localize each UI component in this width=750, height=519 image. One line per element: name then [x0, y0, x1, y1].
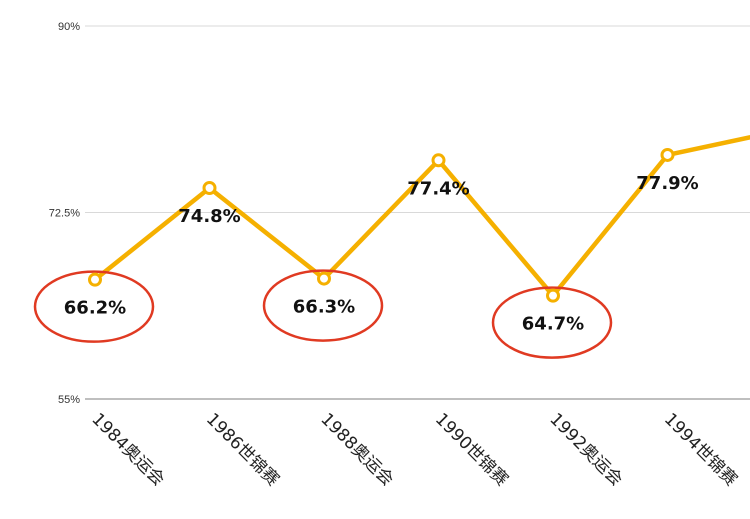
y-tick-label: 55% [58, 394, 80, 406]
x-tick-label: 1992奥运会 [545, 409, 626, 490]
data-label: 64.7% [522, 314, 584, 335]
data-point [660, 147, 675, 162]
highlight-circle [262, 269, 384, 342]
data-labels: 66.2% 74.8% 66.3% 77.4% 64.7% 77.9% [64, 173, 699, 335]
x-tick-label: 1994世锦赛 [660, 409, 742, 491]
y-tick-label: 72.5% [49, 208, 80, 220]
data-point [88, 272, 102, 287]
highlight-circle [33, 270, 155, 343]
data-label: 66.2% [64, 298, 126, 319]
data-point [546, 288, 560, 303]
data-label: 66.3% [293, 297, 355, 318]
x-tick-label: 1984奥运会 [87, 409, 168, 490]
data-label: 77.9% [636, 173, 698, 194]
data-points [88, 147, 675, 303]
x-tick-label: 1990世锦赛 [431, 409, 513, 491]
highlight-circles [33, 269, 613, 359]
y-tick-label: 90% [58, 21, 80, 33]
data-point [202, 180, 217, 195]
highlight-circle [491, 286, 613, 359]
data-label: 77.4% [407, 178, 469, 199]
x-tick-label: 1988奥运会 [316, 409, 397, 490]
x-axis: 1984奥运会 1986世锦赛 1988奥运会 1990世锦赛 1992奥运会 1994世… [87, 409, 741, 491]
data-point [431, 153, 446, 168]
data-label: 74.8% [178, 206, 240, 227]
data-point [317, 271, 331, 286]
x-tick-label: 1986世锦赛 [202, 409, 284, 491]
y-axis: 55% 72.5% 90% [49, 21, 80, 406]
gridlines [85, 25, 750, 400]
